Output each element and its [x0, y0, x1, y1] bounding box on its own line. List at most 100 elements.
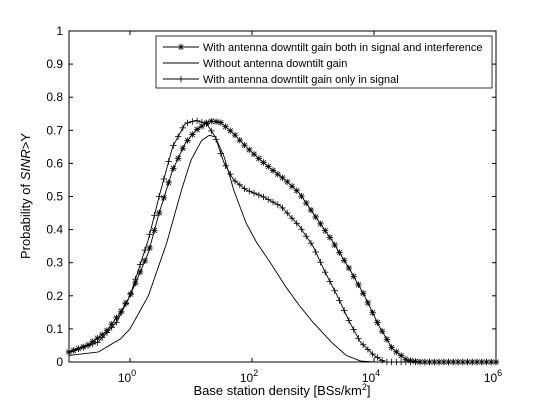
legend-label: Without antenna downtilt gain	[203, 58, 347, 70]
series-layer	[65, 117, 500, 366]
data-point	[94, 339, 101, 346]
legend: With antenna downtilt gain both in signa…	[155, 35, 493, 89]
data-point	[117, 309, 125, 317]
data-point	[284, 209, 291, 217]
data-point	[293, 220, 300, 227]
data-point	[298, 192, 305, 200]
x-axis-label-sup: 2	[362, 382, 367, 392]
data-point	[70, 347, 77, 354]
data-point	[317, 259, 324, 266]
y-tick-label: 0.7	[46, 123, 63, 137]
data-point	[250, 150, 258, 158]
data-point	[146, 244, 153, 252]
x-tick-label: 104	[362, 368, 380, 385]
data-point	[298, 226, 305, 233]
data-point	[193, 126, 201, 133]
data-point	[231, 177, 239, 185]
data-point	[241, 142, 248, 149]
y-tick-label: 1	[56, 24, 63, 38]
data-point	[331, 287, 338, 294]
data-point	[84, 342, 92, 349]
legend-label: With antenna downtilt gain only in signa…	[203, 74, 399, 86]
data-point	[146, 231, 153, 238]
y-tick-label: 0.8	[46, 90, 63, 104]
data-point	[279, 204, 286, 212]
data-point	[364, 346, 372, 353]
data-point	[80, 344, 87, 351]
data-point	[165, 158, 172, 165]
data-point	[151, 227, 158, 234]
data-point	[355, 335, 362, 342]
y-tick-label: 0.6	[46, 156, 63, 170]
data-point	[312, 248, 319, 256]
data-point	[160, 175, 168, 183]
x-tick-label: 100	[118, 368, 136, 385]
data-point	[374, 354, 381, 361]
data-point	[269, 167, 277, 174]
data-point	[246, 146, 253, 154]
data-point	[141, 246, 149, 254]
data-point	[155, 193, 163, 200]
data-point	[198, 119, 206, 126]
data-point	[132, 275, 139, 283]
data-point	[345, 317, 353, 324]
data-point	[274, 170, 281, 178]
data-point	[184, 119, 191, 127]
data-point	[174, 155, 182, 162]
data-point	[222, 162, 229, 170]
data-point	[103, 329, 111, 336]
y-tick-label: 0.2	[46, 289, 63, 303]
y-tick-label: 0.3	[46, 256, 63, 270]
legend-box	[155, 35, 493, 89]
data-point	[388, 344, 395, 351]
data-point	[322, 227, 329, 234]
x-tick-label: 106	[484, 368, 502, 385]
data-point	[89, 340, 96, 348]
data-point	[336, 297, 343, 304]
data-point	[222, 123, 229, 130]
data-point	[326, 278, 334, 285]
data-point	[288, 215, 296, 222]
data-point	[397, 352, 405, 359]
data-point	[189, 118, 196, 125]
data-point	[340, 307, 348, 314]
data-point	[227, 127, 234, 134]
data-point	[122, 300, 130, 307]
data-point	[355, 281, 362, 289]
data-point	[208, 127, 215, 135]
data-point	[260, 193, 267, 201]
data-point	[184, 137, 191, 144]
legend-marker	[177, 43, 185, 51]
data-point	[212, 136, 220, 143]
data-point	[141, 257, 149, 265]
data-point	[260, 159, 267, 166]
data-point	[203, 120, 210, 127]
data-point	[359, 290, 367, 297]
legend-marker	[177, 75, 185, 83]
data-point	[236, 181, 243, 189]
data-point	[250, 189, 258, 197]
data-point	[255, 155, 262, 162]
y-axis-label: Probability of SINR>Υ	[18, 133, 33, 259]
data-point	[208, 118, 215, 125]
data-point	[193, 117, 201, 124]
data-point	[378, 328, 386, 335]
data-point	[217, 119, 225, 126]
x-axis-label: Base station density [BSs/km2]	[194, 382, 371, 398]
data-point	[350, 326, 357, 333]
legend-entry-1: With antenna downtilt gain both in signa…	[163, 42, 482, 54]
data-point	[217, 150, 225, 157]
data-point	[160, 194, 168, 202]
data-point	[265, 196, 272, 203]
data-point	[212, 118, 220, 125]
data-point	[345, 264, 353, 272]
data-point	[227, 170, 234, 178]
data-point	[331, 241, 338, 249]
data-point	[99, 334, 106, 341]
data-point	[179, 145, 187, 152]
data-point	[322, 268, 329, 276]
data-point	[312, 213, 319, 221]
data-point	[350, 273, 357, 280]
data-point	[284, 178, 291, 186]
data-point	[336, 249, 343, 256]
